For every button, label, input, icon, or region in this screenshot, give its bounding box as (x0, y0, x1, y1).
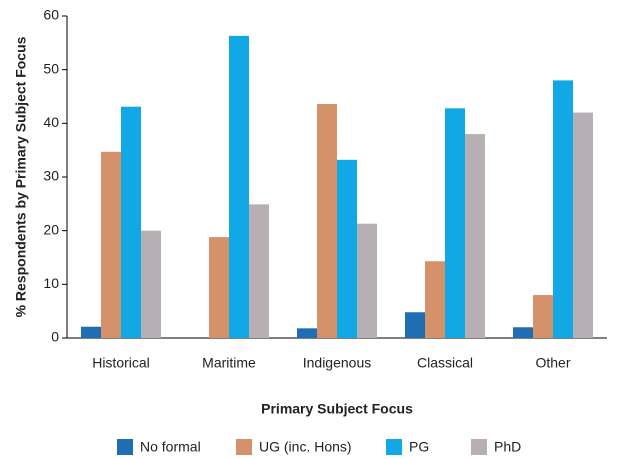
bar (121, 106, 141, 339)
bar (317, 104, 337, 338)
y-tick-label: 0 (51, 329, 59, 345)
bar (297, 328, 317, 338)
x-axis-title: Primary Subject Focus (261, 401, 413, 417)
y-tick-label: 30 (43, 168, 59, 184)
y-tick-label: 50 (43, 60, 59, 76)
bar (553, 80, 573, 339)
legend-label: No formal (140, 439, 201, 455)
x-tick-label: Maritime (202, 355, 256, 371)
legend-swatch (117, 439, 133, 455)
bar (357, 223, 377, 338)
y-tick-label: 10 (43, 275, 59, 291)
legend-label: PG (409, 439, 429, 455)
legend-swatch (471, 439, 487, 455)
bar (337, 159, 357, 338)
x-tick-label: Classical (417, 355, 473, 371)
legend-swatch (236, 439, 252, 455)
bar (573, 112, 593, 338)
bar (249, 204, 269, 338)
legend-label: UG (inc. Hons) (259, 439, 352, 455)
legend-label: PhD (494, 439, 521, 455)
y-axis-title: % Respondents by Primary Subject Focus (13, 36, 29, 317)
bar (533, 295, 553, 338)
bar (465, 134, 485, 338)
bar (513, 327, 533, 338)
bar (405, 312, 425, 338)
bar (101, 151, 121, 338)
x-tick-label: Historical (92, 355, 150, 371)
x-tick-label: Other (535, 355, 570, 371)
bar (229, 35, 249, 339)
bar (209, 237, 229, 338)
x-tick-label: Indigenous (303, 355, 372, 371)
legend-swatch (386, 439, 402, 455)
bar (445, 108, 465, 338)
y-tick-label: 60 (43, 7, 59, 23)
y-tick-label: 20 (43, 221, 59, 237)
y-tick-label: 40 (43, 114, 59, 130)
bar (81, 326, 101, 338)
bar (425, 261, 445, 338)
bar (141, 230, 161, 338)
